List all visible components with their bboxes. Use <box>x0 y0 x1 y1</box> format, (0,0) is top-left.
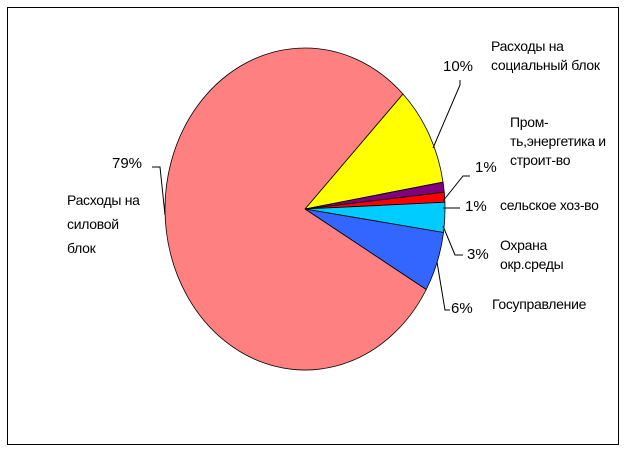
value-label-4: 6% <box>451 300 473 317</box>
pie-slice-5 <box>164 47 427 371</box>
slice-label-0: Расходы на социальный блок <box>491 38 600 73</box>
slice-label-5: Расходы на силовой блок <box>67 192 140 256</box>
value-label-3: 3% <box>467 246 489 263</box>
leader-line-5 <box>152 166 166 216</box>
slice-label-1: Пром-ть,энергетика и строит-во <box>510 114 606 168</box>
chart-frame <box>7 7 619 445</box>
leader-line-3 <box>442 225 463 256</box>
pie-slice-0 <box>303 93 444 210</box>
leader-line-1 <box>442 175 470 202</box>
value-label-2: 1% <box>465 198 487 215</box>
value-label-5: 79% <box>112 155 143 172</box>
slice-label-4: Госуправление <box>492 296 587 312</box>
leader-line-4 <box>436 261 450 311</box>
slice-label-2: сельское хоз-во <box>500 197 599 213</box>
leader-line-0 <box>432 80 461 149</box>
slice-label-3: Охрана окр.среды <box>500 237 564 272</box>
value-label-0: 10% <box>443 58 474 75</box>
value-label-1: 1% <box>475 159 497 176</box>
